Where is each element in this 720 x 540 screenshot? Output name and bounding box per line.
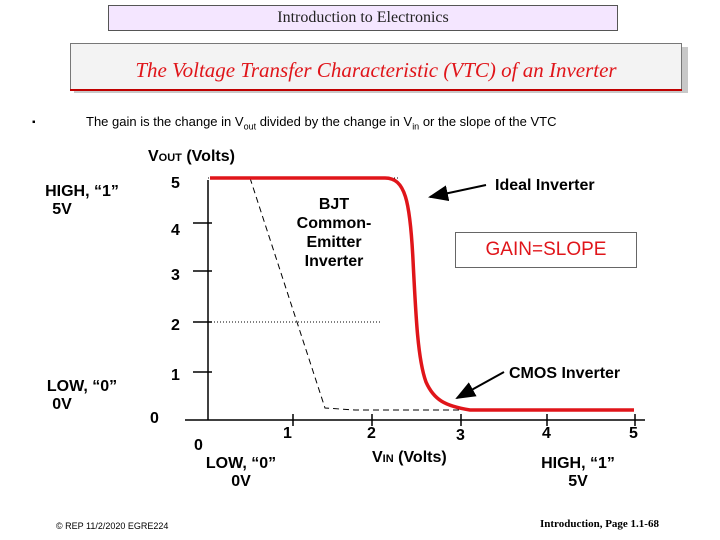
footer-copyright: © REP 11/2/2020 EGRE224 (56, 521, 169, 531)
gain-text-post: or the slope of the VTC (419, 114, 557, 129)
x-tick-label-4: 4 (542, 425, 551, 442)
y-axis-title: VOUT (Volts) (148, 148, 235, 166)
x-axis-title-rest: (Volts) (393, 449, 447, 466)
ideal-arrow (428, 184, 487, 202)
bullet-icon: ▪ (32, 117, 36, 128)
y-axis-title-sub: OUT (158, 152, 182, 164)
y-tick-label-3: 3 (171, 267, 180, 284)
y-axis-title-main: V (148, 148, 159, 165)
x-high-line1: HIGH, “1” (541, 455, 615, 472)
x-high-label: HIGH, “1” 5V (535, 455, 621, 491)
gain-description: The gain is the change in Vout divided b… (86, 114, 557, 132)
bjt-line-2: Common- (296, 215, 372, 232)
x-high-line2: 5V (568, 473, 588, 490)
y-high-label: HIGH, “1” 5V (34, 183, 130, 219)
y-tick-label-5: 5 (171, 175, 180, 192)
bjt-line-1: BJT (318, 196, 350, 213)
y-tick-label-4: 4 (171, 222, 180, 239)
ideal-inverter-label: Ideal Inverter (495, 177, 595, 194)
x-tick-label-5: 5 (629, 425, 638, 442)
cmos-curve (210, 176, 634, 412)
cmos-arrow (455, 371, 505, 399)
x-tick-label-0: 0 (194, 437, 203, 454)
vout-subscript: out (243, 121, 257, 132)
x-axis-title: VIN (Volts) (372, 449, 447, 467)
slide-title: The Voltage Transfer Characteristic (VTC… (135, 58, 617, 82)
y-high-line2: 5V (52, 201, 72, 218)
bjt-curve (210, 177, 630, 411)
y-axis-title-rest: (Volts) (181, 148, 235, 165)
title-underline (70, 89, 682, 91)
y-low-line2: 0V (52, 396, 72, 413)
bjt-line-4: Inverter (304, 253, 364, 270)
x-low-line2: 0V (231, 473, 251, 490)
y-tick-label-2: 2 (171, 317, 180, 334)
bjt-line-3: Emitter (306, 234, 362, 251)
course-header: Introduction to Electronics (108, 5, 618, 31)
y-low-label: LOW, “0” 0V (34, 378, 130, 414)
x-low-label: LOW, “0” 0V (198, 455, 284, 491)
gain-text-pre: The gain is the change in V (86, 114, 244, 129)
x-low-line1: LOW, “0” (205, 455, 277, 472)
y-high-line1: HIGH, “1” (45, 183, 119, 200)
gain-text-mid: divided by the change in V (256, 114, 413, 129)
bjt-inverter-label: BJT Common- Emitter Inverter (296, 195, 372, 271)
x-tick-label-1: 1 (283, 425, 292, 442)
x-tick-label-3: 3 (456, 427, 465, 444)
y-tick-label-1: 1 (171, 367, 180, 384)
x-axis-title-sub: IN (382, 453, 394, 465)
y-tick-label-0: 0 (150, 410, 159, 427)
x-tick-label-2: 2 (367, 425, 376, 442)
footer-page: Introduction, Page 1.1-68 (540, 518, 659, 530)
gain-slope-box: GAIN=SLOPE (455, 232, 637, 268)
y-low-line1: LOW, “0” (46, 378, 118, 395)
x-axis-title-main: V (372, 449, 383, 466)
vin-subscript: in (412, 121, 420, 132)
cmos-inverter-label: CMOS Inverter (509, 365, 621, 382)
